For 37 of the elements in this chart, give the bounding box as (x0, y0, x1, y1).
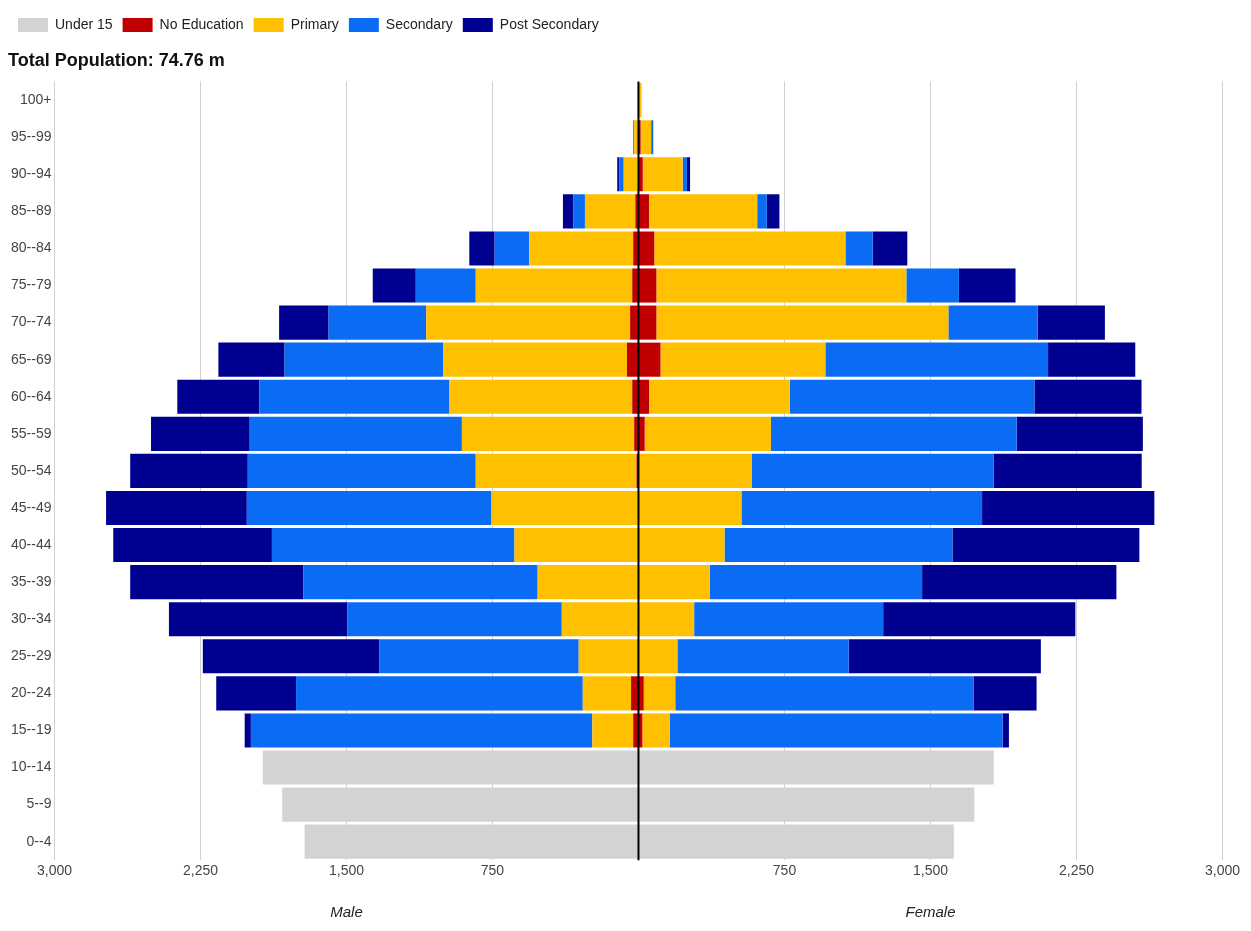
y-tick-label: 65--69 (11, 350, 52, 367)
y-tick-label: 90--94 (11, 165, 52, 182)
y-tick-label: 75--79 (11, 276, 52, 293)
x-tick-label: 1,500 (912, 862, 949, 879)
chart-title: Total Population: 74.76 m (8, 49, 225, 70)
y-tick-label: 15--19 (11, 721, 52, 738)
legend-label: Primary (290, 15, 339, 32)
y-tick-label: 30--34 (11, 610, 52, 627)
y-tick-label: 50--54 (11, 461, 52, 478)
y-tick-label: 85--89 (11, 202, 52, 219)
x-tick-label: 3,000 (1204, 862, 1241, 879)
y-tick-label: 60--64 (11, 387, 52, 404)
x-tick-label: 750 (772, 862, 797, 879)
text: Female (905, 903, 956, 921)
x-tick-label: 3,000 (36, 862, 73, 879)
y-tick-label: 25--29 (11, 647, 52, 664)
text: Male (330, 903, 363, 921)
y-tick-label: 10--14 (11, 758, 52, 775)
x-tick-label: 750 (480, 862, 505, 879)
y-tick-label: 45--49 (11, 498, 52, 515)
y-tick-label: 55--59 (11, 424, 52, 441)
y-tick-label: 80--84 (11, 239, 52, 256)
y-tick-label: 95--99 (11, 128, 52, 145)
y-tick-label: 20--24 (11, 684, 52, 701)
y-tick-label: 100+ (19, 91, 52, 107)
x-tick-label: 2,250 (182, 862, 219, 879)
y-tick-label: 70--74 (11, 313, 52, 330)
y-tick-label: 35--39 (11, 572, 52, 589)
legend-label: No Education (159, 15, 244, 32)
legend-label: Secondary (385, 15, 453, 32)
x-tick-label: 1,500 (328, 862, 365, 879)
y-tick-label: 0--4 (26, 832, 52, 849)
x-tick-label: 2,250 (1058, 862, 1095, 879)
y-tick-label: 5--9 (26, 795, 52, 812)
y-tick-label: 40--44 (11, 535, 52, 552)
legend-label: Post Secondary (499, 15, 599, 32)
legend-label: Under 15 (55, 15, 113, 32)
